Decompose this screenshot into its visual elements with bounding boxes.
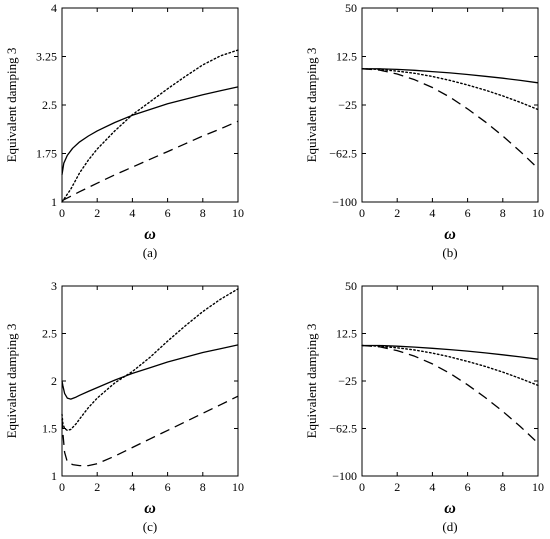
x-tick-label: 8 xyxy=(500,480,506,494)
y-tick-label: 1.75 xyxy=(36,147,57,161)
y-axis-label: Equivalent damping 3 xyxy=(4,324,19,439)
x-tick-label: 4 xyxy=(129,480,135,494)
chart-panel-2: 0 2 4 6 8 10 1 1.5 2 2.5 3 Equivalent damping 3 ω (c) xyxy=(4,279,244,534)
panel-caption: (a) xyxy=(143,245,157,260)
x-tick-label: 0 xyxy=(59,206,65,220)
chart-panel-0: 0 2 4 6 8 10 1 1.75 2.5 3.25 4 Equivalent damping 3… xyxy=(4,1,244,260)
plot-frame xyxy=(361,7,539,203)
y-tick-label: 2.5 xyxy=(42,327,57,341)
x-tick-label: 4 xyxy=(429,206,435,220)
y-tick-label: 1 xyxy=(51,195,57,209)
series-line-dotted xyxy=(61,49,239,203)
y-tick-label: 12.5 xyxy=(336,50,357,64)
y-tick-label: −100 xyxy=(332,469,357,483)
y-tick-label: 50 xyxy=(345,279,357,293)
x-tick-label: 0 xyxy=(359,480,365,494)
y-axis-label: Equivalent damping 3 xyxy=(304,324,319,439)
x-axis-label: ω xyxy=(144,226,156,243)
x-tick-label: 6 xyxy=(165,206,171,220)
panel-caption: (c) xyxy=(143,519,157,534)
x-tick-label: 2 xyxy=(394,480,400,494)
chart-panel-1: 0 2 4 6 8 10 −100 −62.5 −25 12.5 50 Equivalent damp… xyxy=(304,1,544,260)
y-tick-label: 3.25 xyxy=(36,50,57,64)
x-tick-label: 6 xyxy=(165,480,171,494)
series-line-solid xyxy=(61,86,239,175)
series-line-dotted xyxy=(61,288,239,432)
series-line-solid xyxy=(61,344,239,400)
x-axis-label: ω xyxy=(444,500,456,517)
y-tick-label: −62.5 xyxy=(329,422,357,436)
series-line-dashed xyxy=(61,120,239,202)
panel-caption: (b) xyxy=(442,245,457,260)
y-axis-label: Equivalent damping 3 xyxy=(304,48,319,163)
y-tick-label: 1 xyxy=(51,469,57,483)
y-tick-label: 4 xyxy=(51,1,57,15)
y-tick-label: −25 xyxy=(338,374,357,388)
y-tick-label: 2.5 xyxy=(42,98,57,112)
x-axis-label: ω xyxy=(144,500,156,517)
plot-frame xyxy=(361,285,539,477)
series-line-solid xyxy=(362,344,539,360)
plot-frame xyxy=(61,7,239,203)
series-line-solid xyxy=(362,68,539,84)
x-axis-label: ω xyxy=(444,226,456,243)
series-line-dotted xyxy=(361,344,539,387)
x-tick-label: 4 xyxy=(429,480,435,494)
x-tick-label: 6 xyxy=(465,480,471,494)
series-line-dashed xyxy=(361,344,539,444)
y-tick-label: −62.5 xyxy=(329,147,357,161)
x-tick-label: 10 xyxy=(232,480,244,494)
series-line-dotted xyxy=(361,68,539,111)
x-tick-label: 2 xyxy=(94,480,100,494)
x-tick-label: 10 xyxy=(232,206,244,220)
x-tick-label: 2 xyxy=(94,206,100,220)
x-tick-label: 2 xyxy=(394,206,400,220)
x-tick-label: 10 xyxy=(532,206,544,220)
x-tick-label: 10 xyxy=(532,480,544,494)
y-tick-label: 2 xyxy=(51,374,57,388)
y-tick-label: 50 xyxy=(345,1,357,15)
y-axis-label: Equivalent damping 3 xyxy=(4,48,19,163)
chart-panel-3: 0 2 4 6 8 10 −100 −62.5 −25 12.5 50 Equivalent damp… xyxy=(304,279,544,534)
x-tick-label: 0 xyxy=(59,480,65,494)
y-tick-label: 3 xyxy=(51,279,57,293)
x-tick-label: 0 xyxy=(359,206,365,220)
y-tick-label: −100 xyxy=(332,195,357,209)
plot-frame xyxy=(61,285,239,477)
x-tick-label: 4 xyxy=(129,206,135,220)
x-tick-label: 8 xyxy=(200,206,206,220)
y-tick-label: −25 xyxy=(338,98,357,112)
panel-caption: (d) xyxy=(442,519,457,534)
y-tick-label: 1.5 xyxy=(42,422,57,436)
x-tick-label: 8 xyxy=(200,480,206,494)
series-line-dashed xyxy=(61,395,239,467)
series-line-dashed xyxy=(361,68,539,169)
x-tick-label: 8 xyxy=(500,206,506,220)
x-tick-label: 6 xyxy=(465,206,471,220)
y-tick-label: 12.5 xyxy=(336,327,357,341)
